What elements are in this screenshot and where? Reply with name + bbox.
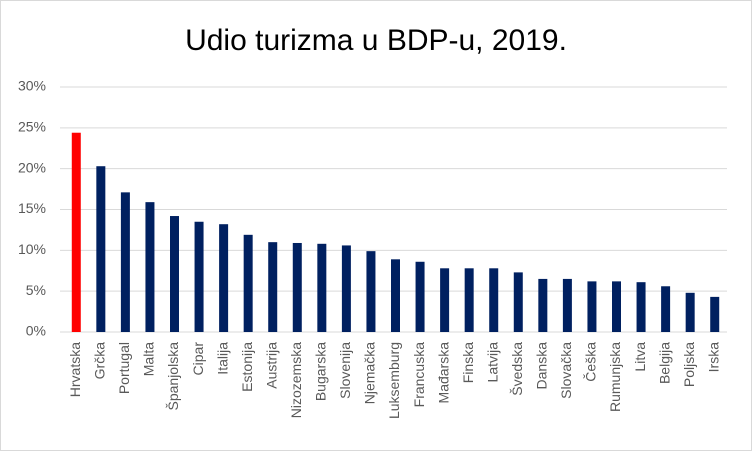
x-tick-label: Njemačka: [362, 342, 378, 404]
x-tick-label: Belgija: [656, 342, 672, 384]
x-tick-label: Slovenija: [337, 342, 353, 399]
x-tick-label: Mađarska: [435, 342, 451, 404]
bar: [391, 259, 400, 332]
x-tick-label: Irska: [705, 342, 721, 373]
bar: [170, 216, 179, 332]
bar: [71, 132, 81, 332]
y-tick-label: 5%: [26, 282, 46, 298]
bar: [685, 292, 695, 332]
bar: [120, 192, 130, 332]
x-tick-label: Danska: [534, 342, 550, 390]
y-tick-label: 20%: [18, 159, 46, 175]
x-tick-label: Bugarska: [313, 342, 329, 401]
bar: [292, 242, 302, 332]
bar: [243, 234, 253, 332]
bar: [415, 261, 425, 332]
x-tick-label: Finska: [460, 342, 476, 383]
bar: [366, 251, 376, 332]
x-tick-label: Poljska: [681, 342, 697, 387]
bar: [636, 282, 646, 332]
y-tick-label: 10%: [18, 241, 46, 257]
x-tick-label: Cipar: [190, 342, 206, 376]
bar: [538, 278, 548, 332]
bar: [145, 202, 155, 332]
x-tick-label: Francuska: [411, 342, 427, 408]
x-tick-label: Rumunjska: [607, 342, 623, 412]
bar: [661, 286, 671, 332]
bar: [194, 221, 204, 332]
bar: [96, 166, 106, 332]
x-tick-label: Hrvatska: [67, 342, 83, 397]
x-tick-label: Latvija: [484, 342, 500, 383]
x-tick-label: Grčka: [92, 342, 108, 380]
y-tick-label: 30%: [18, 78, 46, 94]
bar: [464, 268, 474, 332]
x-tick-label: Litva: [632, 342, 648, 372]
bar: [341, 245, 351, 332]
bar: [219, 224, 229, 332]
y-tick-label: 15%: [18, 200, 46, 216]
x-tick-label: Luksemburg: [386, 342, 402, 419]
bar: [317, 243, 327, 332]
x-tick-label: Švedska: [509, 342, 525, 396]
x-tick-label: Nizozemska: [288, 342, 304, 418]
x-tick-label: Estonija: [239, 342, 255, 392]
x-tick-label: Portugal: [116, 342, 132, 394]
bar: [513, 272, 523, 332]
x-tick-label: Malta: [141, 342, 157, 376]
bar: [562, 278, 572, 332]
x-tick-label: Austrija: [263, 342, 279, 389]
chart-title: Udio turizma u BDP-u, 2019.: [185, 24, 567, 57]
y-tick-label: 0%: [26, 323, 46, 339]
bar: [440, 268, 450, 332]
x-tick-label: Španjolska: [165, 342, 181, 411]
bar: [710, 296, 720, 332]
x-tick-label: Italija: [214, 342, 230, 375]
bar: [587, 281, 597, 332]
bar: [489, 268, 499, 332]
x-tick-label: Češka: [583, 342, 599, 382]
bar: [268, 242, 278, 332]
y-tick-label: 25%: [18, 119, 46, 135]
bar: [612, 281, 621, 332]
x-tick-label: Slovačka: [558, 342, 574, 399]
